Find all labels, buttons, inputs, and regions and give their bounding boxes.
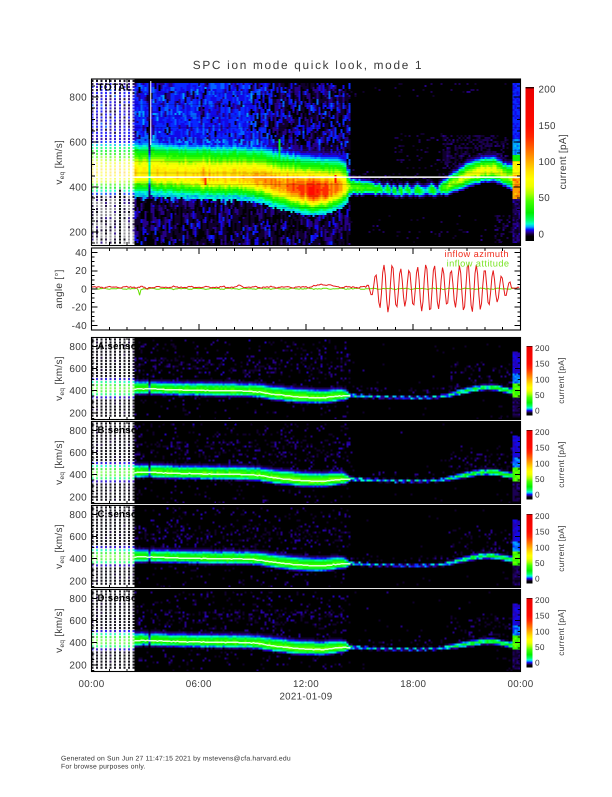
svg-text:100: 100 [535,458,550,468]
svg-text:150: 150 [535,359,550,369]
svg-text:0: 0 [535,658,540,668]
svg-text:600: 600 [69,364,87,375]
svg-text:18:00: 18:00 [400,679,426,690]
svg-text:current [pA]: current [pA] [558,134,569,189]
svg-text:600: 600 [69,448,87,459]
svg-text:0: 0 [535,406,540,416]
svg-text:current [pA]: current [pA] [556,357,566,404]
svg-text:B sensor: B sensor [98,425,142,436]
svg-text:50: 50 [535,390,545,400]
svg-text:50: 50 [535,642,545,652]
svg-text:100: 100 [539,157,556,168]
svg-text:200: 200 [69,408,87,419]
svg-text:150: 150 [539,121,556,132]
svg-text:C sensor: C sensor [98,509,142,520]
svg-text:TOTAL: TOTAL [98,83,133,94]
svg-text:0: 0 [535,490,540,500]
svg-text:200: 200 [535,343,550,353]
svg-text:-40: -40 [72,321,87,332]
svg-text:400: 400 [69,182,87,193]
svg-text:200: 200 [535,427,550,437]
svg-text:200: 200 [535,511,550,521]
svg-text:50: 50 [539,193,551,204]
svg-text:current [pA]: current [pA] [556,441,566,488]
svg-text:800: 800 [69,594,87,605]
svg-text:0: 0 [535,574,540,584]
svg-text:100: 100 [535,374,550,384]
svg-text:800: 800 [69,510,87,521]
svg-text:400: 400 [69,386,87,397]
svg-text:inflow azimuth: inflow azimuth [444,249,509,259]
svg-text:400: 400 [69,554,87,565]
svg-text:00:00: 00:00 [78,679,104,690]
svg-text:150: 150 [535,443,550,453]
svg-text:SPC ion mode quick look, mode: SPC ion mode quick look, mode 1 [193,58,423,72]
svg-text:400: 400 [69,638,87,649]
svg-text:600: 600 [69,616,87,627]
svg-text:600: 600 [69,137,87,148]
svg-text:20: 20 [75,266,87,277]
svg-text:-20: -20 [72,303,87,314]
svg-text:0: 0 [539,229,545,240]
svg-text:40: 40 [75,248,87,259]
svg-text:100: 100 [535,626,550,636]
svg-text:600: 600 [69,532,87,543]
svg-text:0: 0 [81,284,87,295]
svg-text:200: 200 [539,85,556,96]
svg-text:200: 200 [535,595,550,605]
svg-text:400: 400 [69,470,87,481]
svg-text:200: 200 [69,576,87,587]
svg-text:800: 800 [69,342,87,353]
svg-text:200: 200 [69,227,87,238]
svg-text:100: 100 [535,542,550,552]
svg-text:800: 800 [69,426,87,437]
svg-text:inflow attitude: inflow attitude [447,259,510,269]
svg-text:A sensor: A sensor [98,341,142,352]
svg-text:current [pA]: current [pA] [556,609,566,656]
svg-text:150: 150 [535,527,550,537]
svg-text:150: 150 [535,611,550,621]
svg-text:D sensor: D sensor [98,593,142,604]
svg-text:06:00: 06:00 [186,679,212,690]
svg-text:50: 50 [535,558,545,568]
svg-text:Generated on Sun Jun 27 11:47:: Generated on Sun Jun 27 11:47:15 2021 by… [61,756,291,763]
svg-text:2021-01-09: 2021-01-09 [279,692,332,703]
svg-text:current [pA]: current [pA] [556,525,566,572]
svg-text:For browse purposes only.: For browse purposes only. [61,764,146,771]
svg-text:50: 50 [535,474,545,484]
svg-text:200: 200 [69,660,87,671]
svg-text:200: 200 [69,492,87,503]
svg-text:12:00: 12:00 [293,679,319,690]
svg-text:800: 800 [69,92,87,103]
svg-text:00:00: 00:00 [507,679,533,690]
svg-text:angle [°]: angle [°] [54,269,65,309]
